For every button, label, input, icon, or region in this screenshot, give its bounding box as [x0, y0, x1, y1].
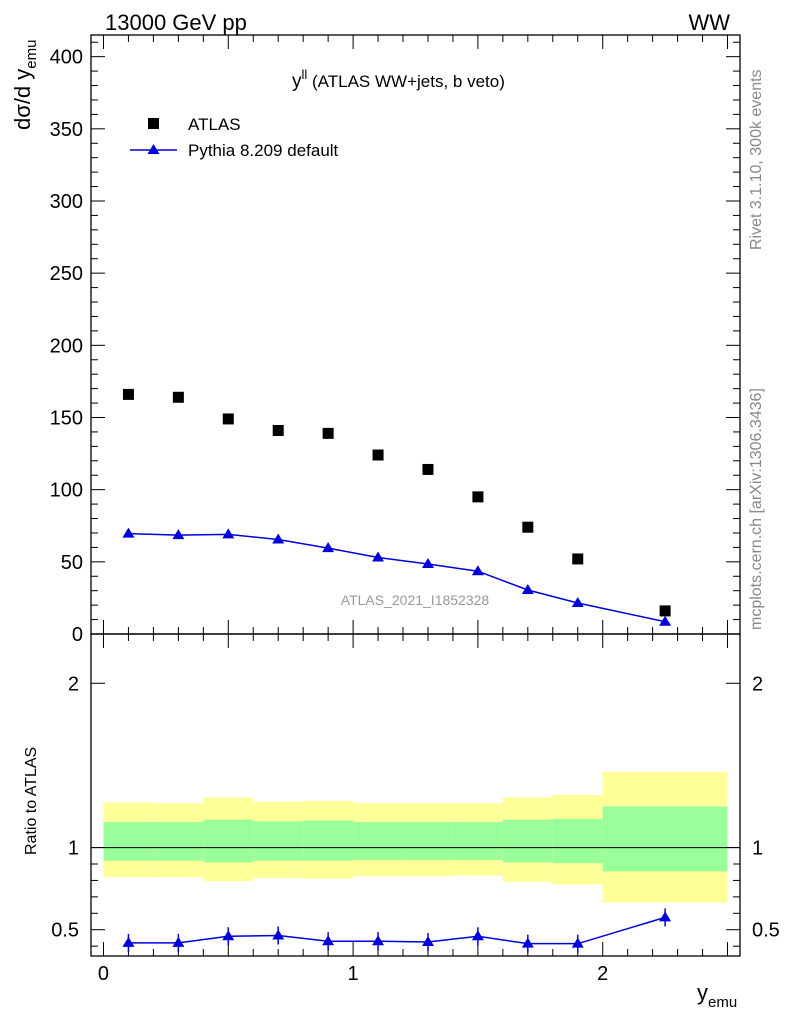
ratio-point: [571, 937, 584, 948]
plot-title: yll (ATLAS WW+jets, b veto): [292, 67, 505, 92]
ratio-point: [272, 929, 285, 940]
ratio-point: [471, 930, 484, 941]
atlas-point: [172, 391, 184, 403]
ratio-band-inner: [353, 822, 404, 860]
x-axis-title-text: y: [697, 980, 708, 1005]
ratio-x-tick-label: 2: [597, 963, 608, 985]
ratio-band-inner: [203, 819, 254, 863]
pythia-point: [172, 529, 185, 540]
ratio-panel: 0.5 0.5 1 1 2 2 0 1 2 Ratio to ATLAS yemu: [23, 633, 780, 1011]
rivet-label: Rivet 3.1.10, 300k events: [748, 69, 765, 250]
ratio-bands: [103, 772, 728, 903]
legend-pythia-label: Pythia 8.209 default: [188, 141, 339, 160]
pythia-point: [471, 565, 484, 576]
main-y-tick-label: 100: [50, 480, 83, 502]
atlas-point: [122, 388, 134, 400]
main-y-tick-label: 400: [50, 47, 83, 69]
pythia-series-line: [128, 532, 666, 623]
ratio-point: [372, 935, 385, 946]
ratio-x-tick-label: 1: [348, 963, 359, 985]
ratio-point: [322, 935, 335, 946]
pythia-point: [521, 583, 534, 594]
analysis-watermark: ATLAS_2021_I1852328: [341, 592, 490, 608]
ratio-band-inner: [303, 820, 354, 861]
ratio-x-tick-labels: 0 1 2: [98, 963, 608, 985]
mcplots-label: mcplots.cern.ch [arXiv:1306.3436]: [748, 388, 765, 630]
atlas-point: [572, 553, 584, 565]
main-y-ticks: [91, 41, 740, 621]
energy-label: 13000 GeV pp: [105, 10, 247, 35]
ratio-band-inner: [253, 821, 304, 861]
ratio-y-tick-labels: 0.5 0.5 1 1 2 2: [51, 673, 780, 941]
ratio-point: [222, 930, 235, 941]
atlas-point: [422, 463, 434, 475]
ratio-y-tick-label-right: 1: [752, 838, 763, 860]
plot-title-rest: (ATLAS WW+jets, b veto): [307, 72, 505, 91]
main-y-tick-labels: 50 100 150 200 250 300 350 400 0: [50, 47, 83, 646]
pythia-point: [372, 551, 385, 562]
atlas-point: [522, 521, 534, 533]
ratio-point: [659, 911, 672, 922]
main-y-tick-label: 350: [50, 119, 83, 141]
x-axis-title: yemu: [697, 980, 737, 1011]
ratio-y-tick-label-right: 2: [752, 673, 763, 695]
ratio-x-tick-label: 0: [98, 963, 109, 985]
plot-title-main: y: [292, 71, 302, 92]
ratio-y-ticks: [91, 682, 740, 947]
main-y-tick-label-zero: 0: [72, 624, 83, 646]
main-y-tick-label: 250: [50, 263, 83, 285]
ratio-band-inner: [602, 806, 728, 872]
main-panel: 50 100 150 200 250 300 350 400 0 dσ/d yemu yll (…: [10, 34, 741, 646]
main-x-ticks: [102, 35, 729, 634]
plot-title-sup: ll: [302, 67, 308, 82]
legend-atlas-marker: [148, 118, 159, 129]
pythia-point: [659, 615, 672, 626]
ratio-band-inner: [452, 822, 503, 860]
atlas-point: [659, 605, 671, 617]
main-y-axis-title-sub: emu: [23, 40, 40, 69]
pythia-point: [122, 527, 135, 538]
ratio-series-line: [128, 916, 666, 945]
main-y-axis-title-text: dσ/d y: [10, 69, 35, 130]
process-label: WW: [688, 10, 730, 35]
ratio-point: [521, 937, 534, 948]
ratio-y-tick-label: 0.5: [51, 920, 79, 942]
ratio-data-layer: [122, 908, 672, 953]
ratio-point: [172, 936, 185, 947]
pythia-point: [272, 533, 285, 544]
ratio-band-inner: [502, 819, 553, 863]
legend: ATLAS Pythia 8.209 default: [130, 115, 339, 160]
main-y-tick-label: 150: [50, 407, 83, 429]
ratio-band-inner: [552, 818, 603, 864]
pythia-point: [421, 557, 434, 568]
pythia-point: [222, 528, 235, 539]
ratio-frame: [90, 633, 741, 957]
ratio-y-tick-label: 1: [68, 838, 79, 860]
main-y-tick-label: 300: [50, 191, 83, 213]
ratio-y-tick-label: 2: [68, 673, 79, 695]
legend-atlas-label: ATLAS: [188, 115, 241, 134]
atlas-point: [372, 449, 384, 461]
ratio-band-inner: [153, 822, 204, 861]
main-data-layer: [122, 388, 672, 626]
atlas-point: [222, 413, 234, 425]
ratio-point: [421, 936, 434, 947]
ratio-y-tick-label-right: 0.5: [752, 920, 780, 942]
atlas-point: [272, 424, 284, 436]
ratio-band-inner: [403, 822, 453, 860]
main-y-tick-label: 50: [61, 552, 83, 574]
pythia-point: [322, 542, 335, 553]
x-axis-title-sub: emu: [708, 994, 737, 1011]
atlas-point: [322, 427, 334, 439]
pythia-point: [571, 596, 584, 607]
main-y-tick-label: 200: [50, 335, 83, 357]
main-y-axis-title: dσ/d yemu: [10, 40, 40, 130]
ratio-band-inner: [103, 822, 154, 861]
atlas-point: [472, 491, 484, 503]
ratio-point: [122, 936, 135, 947]
legend-pythia-marker: [147, 144, 160, 154]
ratio-y-axis-title: Ratio to ATLAS: [23, 747, 40, 855]
